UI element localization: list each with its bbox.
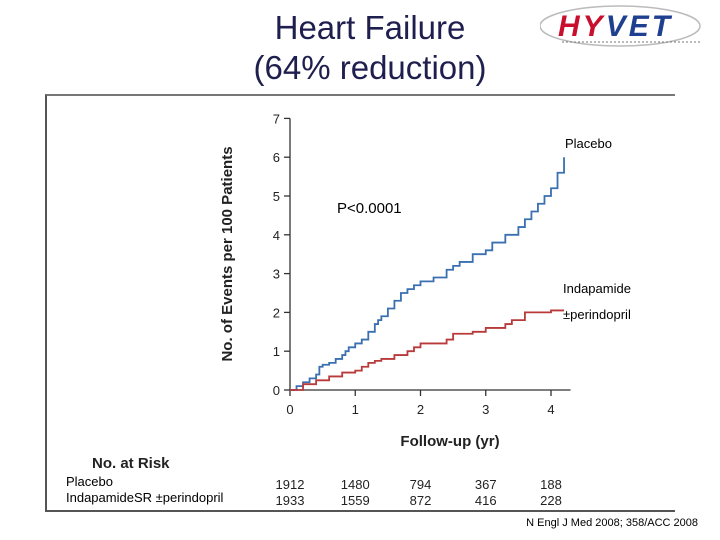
series-label-indapamide-line1: Indapamide: [563, 281, 631, 296]
chart-labels: Placebo Indapamide ±perindopril P<0.0001: [337, 136, 631, 322]
figure-frame: [45, 94, 675, 512]
chart-series: [290, 157, 565, 391]
at-risk-label-indapamide: IndapamideSR ±perindopril: [66, 490, 224, 505]
at-risk-value: 872: [410, 493, 432, 508]
slide-title-line1: Heart Failure: [274, 9, 466, 46]
at-risk-value: 1559: [341, 493, 370, 508]
slide-title-line2: (64% reduction): [253, 49, 487, 86]
y-axis-label: No. of Events per 100 Patients: [219, 146, 236, 361]
series-label-indapamide-line2: ±perindopril: [563, 307, 631, 322]
at-risk-table: No. at Risk 1912 1480 794 367 188 1933 1559 872 4…: [92, 455, 562, 508]
at-risk-value: 188: [540, 477, 562, 492]
series-label-placebo: Placebo: [565, 136, 612, 151]
logo-swoosh: [539, 5, 701, 47]
y-tick-label: 1: [273, 344, 280, 359]
logo-text-part1: HY: [558, 10, 606, 43]
at-risk-value: 1912: [276, 477, 305, 492]
at-risk-label-placebo: Placebo: [66, 474, 113, 489]
x-tick-label: 0: [286, 402, 293, 417]
slide-title: Heart Failure (64% reduction): [200, 8, 540, 88]
x-tick-label: 3: [482, 402, 489, 417]
at-risk-value: 367: [475, 477, 497, 492]
at-risk-value: 794: [410, 477, 432, 492]
y-tick-label: 2: [273, 305, 280, 320]
at-risk-value: 228: [540, 493, 562, 508]
x-axis-label: Follow-up (yr): [400, 433, 499, 450]
at-risk-value: 416: [475, 493, 497, 508]
p-value-annotation: P<0.0001: [337, 200, 402, 217]
y-tick-label: 7: [273, 111, 280, 126]
y-tick-label: 5: [273, 189, 280, 204]
y-tick-label: 6: [273, 150, 280, 165]
series-line-indapamide: [290, 309, 565, 391]
x-tick-label: 2: [417, 402, 424, 417]
logo-text: HYVET: [558, 10, 673, 43]
at-risk-value: 1933: [276, 493, 305, 508]
series-line-placebo: [290, 157, 565, 391]
chart-axes: 0 1 2 3 4 5 6 7 0 1 2 3 4 Follow-up (yr) No. of Events…: [219, 111, 571, 450]
x-tick-label: 4: [547, 402, 554, 417]
hyvet-logo: HYVET: [539, 4, 712, 48]
citation: N Engl J Med 2008; 358/ACC 2008: [526, 517, 698, 529]
y-tick-label: 4: [273, 228, 280, 243]
at-risk-value: 1480: [341, 477, 370, 492]
at-risk-title: No. at Risk: [92, 455, 170, 472]
y-tick-label: 3: [273, 267, 280, 282]
logo-text-part2: VET: [606, 10, 673, 43]
y-tick-label: 0: [273, 383, 280, 398]
x-tick-label: 1: [352, 402, 359, 417]
